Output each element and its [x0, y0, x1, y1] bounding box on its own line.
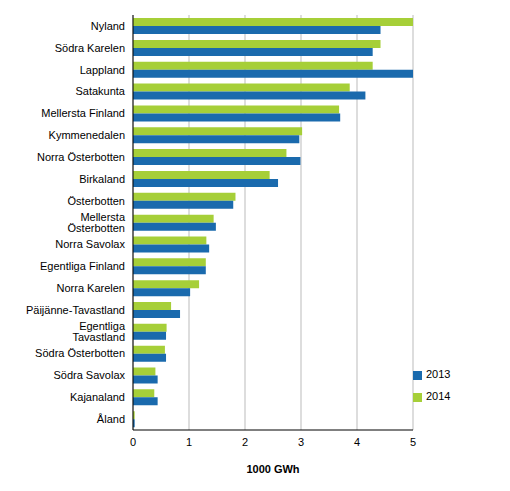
svg-text:Päijänne-Tavastland: Päijänne-Tavastland	[26, 304, 125, 316]
svg-text:Norra Karelen: Norra Karelen	[57, 282, 125, 294]
svg-text:5: 5	[410, 436, 416, 448]
svg-text:2: 2	[242, 436, 248, 448]
svg-text:Södra Österbotten: Södra Österbotten	[35, 347, 125, 359]
svg-text:4: 4	[354, 436, 360, 448]
svg-text:Norra Savolax: Norra Savolax	[55, 238, 125, 250]
svg-text:Kajanaland: Kajanaland	[70, 391, 125, 403]
svg-text:Birkaland: Birkaland	[79, 173, 125, 185]
svg-text:MellerstaÖsterbotten: MellerstaÖsterbotten	[68, 211, 126, 234]
svg-text:Österbotten: Österbotten	[68, 195, 125, 207]
svg-text:Egentliga Finland: Egentliga Finland	[40, 260, 125, 272]
svg-text:Nyland: Nyland	[91, 20, 125, 32]
svg-text:EgentligaTavastland: EgentligaTavastland	[72, 320, 125, 343]
svg-text:1: 1	[186, 436, 192, 448]
svg-text:Satakunta: Satakunta	[75, 85, 125, 97]
svg-text:0: 0	[130, 436, 136, 448]
svg-text:Södra Karelen: Södra Karelen	[55, 42, 125, 54]
svg-text:Södra Savolax: Södra Savolax	[53, 369, 125, 381]
html-text:2013: 2013	[426, 368, 451, 380]
svg-text:Kymmenedalen: Kymmenedalen	[49, 129, 125, 141]
svg-text:Mellersta Finland: Mellersta Finland	[41, 107, 125, 119]
svg-text:Norra Österbotten: Norra Österbotten	[37, 151, 125, 163]
svg-text:Åland: Åland	[97, 413, 125, 425]
svg-text:1000 GWh: 1000 GWh	[246, 463, 299, 475]
svg-text:Lappland: Lappland	[80, 64, 125, 76]
html-text:2014: 2014	[426, 390, 451, 402]
svg-text:3: 3	[298, 436, 304, 448]
